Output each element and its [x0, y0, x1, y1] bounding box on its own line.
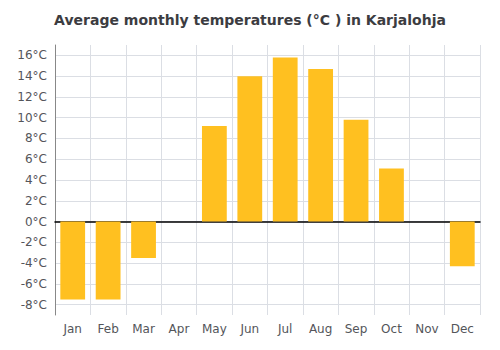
svg-text:14°C: 14°C: [17, 69, 47, 83]
svg-text:-4°C: -4°C: [21, 256, 47, 270]
svg-text:Dec: Dec: [451, 322, 474, 336]
svg-text:Jul: Jul: [277, 322, 292, 336]
svg-text:12°C: 12°C: [17, 90, 47, 104]
svg-text:Feb: Feb: [98, 322, 119, 336]
svg-text:Jun: Jun: [239, 322, 259, 336]
svg-text:Oct: Oct: [381, 322, 402, 336]
svg-text:-8°C: -8°C: [21, 298, 47, 312]
svg-text:Mar: Mar: [132, 322, 155, 336]
svg-text:-6°C: -6°C: [21, 277, 47, 291]
svg-text:10°C: 10°C: [17, 111, 47, 125]
svg-text:Jan: Jan: [62, 322, 82, 336]
svg-text:-2°C: -2°C: [21, 235, 47, 249]
svg-text:0°C: 0°C: [25, 215, 47, 229]
svg-text:Sep: Sep: [345, 322, 368, 336]
svg-text:6°C: 6°C: [25, 152, 47, 166]
svg-text:4°C: 4°C: [25, 173, 47, 187]
svg-text:Apr: Apr: [169, 322, 190, 336]
svg-text:16°C: 16°C: [17, 48, 47, 62]
svg-text:2°C: 2°C: [25, 194, 47, 208]
svg-text:Nov: Nov: [415, 322, 438, 336]
svg-text:8°C: 8°C: [25, 131, 47, 145]
svg-text:Average monthly temperatures (: Average monthly temperatures (°C ) in Ka…: [54, 12, 446, 28]
svg-text:Aug: Aug: [309, 322, 332, 336]
svg-text:May: May: [202, 322, 227, 336]
